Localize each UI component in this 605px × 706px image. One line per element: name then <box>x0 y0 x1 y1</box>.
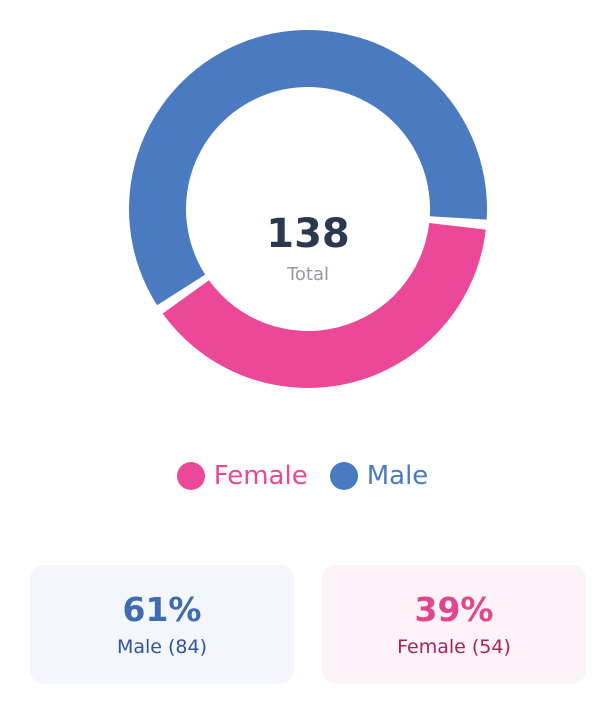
legend-item-male[interactable]: Male <box>329 461 429 491</box>
legend-label-male: Male <box>366 461 429 491</box>
legend-dot-female <box>176 462 205 490</box>
donut-slice-female[interactable] <box>162 223 486 388</box>
female-percent: 39% <box>414 589 494 629</box>
legend-dot-male <box>329 462 358 490</box>
female-count-label: Female (54) <box>397 635 511 658</box>
male-count-label: Male (84) <box>116 635 208 658</box>
donut-slice-male[interactable] <box>129 29 487 306</box>
legend-item-female[interactable]: Female <box>176 461 308 491</box>
chart-total-label: Total <box>286 264 329 285</box>
male-stat-card: 61% Male (84) <box>30 565 294 684</box>
chart-total-value: 138 <box>266 211 350 257</box>
female-stat-card: 39% Female (54) <box>322 565 586 684</box>
chart-legend: Female Male <box>0 453 605 499</box>
male-percent: 61% <box>122 589 202 629</box>
donut-chart: 138 Total <box>129 29 487 388</box>
legend-label-female: Female <box>213 461 308 491</box>
